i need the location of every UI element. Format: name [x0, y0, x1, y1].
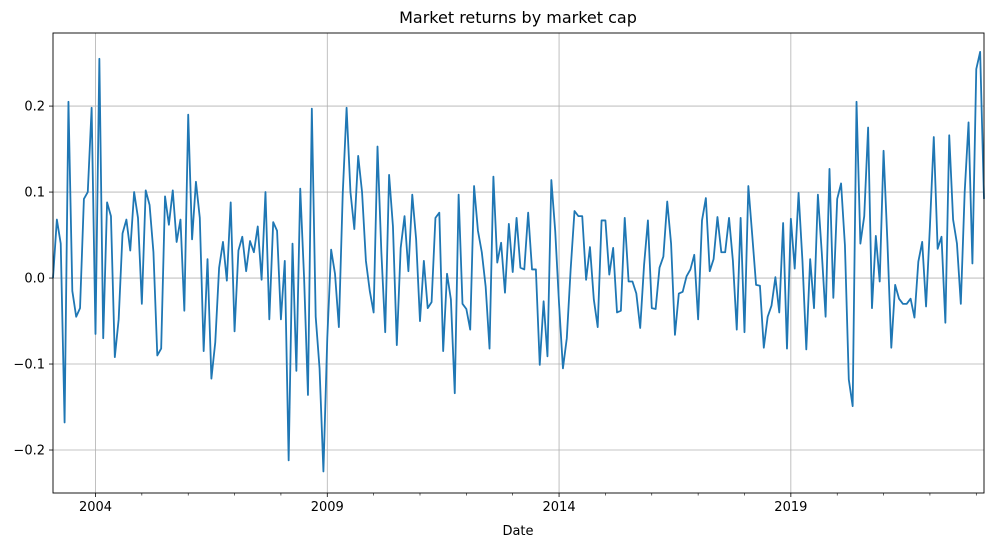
- axis-ticks: 0.2 0.1 0.0 −0.1 −0.2 2004 2009 2014 2019: [13, 100, 977, 515]
- plot-frame: [52, 32, 985, 494]
- x-tick-label: 2004: [79, 500, 112, 515]
- y-tick-label: 0.1: [24, 186, 45, 201]
- chart-title: Market returns by market cap: [399, 8, 637, 27]
- x-axis-label: Date: [502, 524, 533, 539]
- x-tick-label: 2014: [543, 500, 576, 515]
- y-tick-label: 0.0: [24, 272, 45, 287]
- y-tick-label: −0.2: [13, 444, 45, 459]
- series-line: [52, 51, 985, 473]
- y-tick-label: 0.2: [24, 100, 45, 115]
- y-tick-label: −0.1: [13, 358, 45, 373]
- x-tick-label: 2019: [774, 500, 807, 515]
- x-tick-label: 2009: [311, 500, 344, 515]
- grid: [53, 33, 984, 493]
